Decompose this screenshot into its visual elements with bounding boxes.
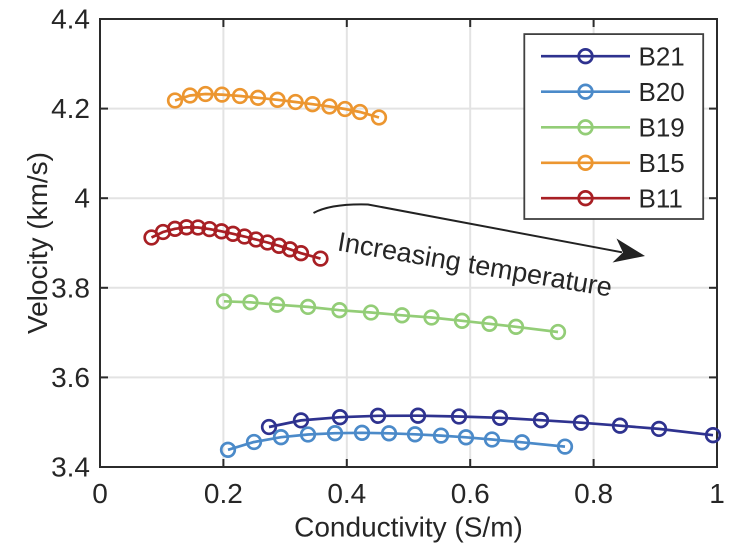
svg-text:0.4: 0.4: [327, 478, 366, 509]
svg-text:B21: B21: [639, 42, 685, 72]
svg-text:Conductivity (S/m): Conductivity (S/m): [294, 512, 523, 543]
svg-text:B19: B19: [639, 113, 685, 143]
svg-text:B15: B15: [639, 148, 685, 178]
svg-text:Velocity (km/s): Velocity (km/s): [22, 152, 53, 334]
svg-text:0.6: 0.6: [451, 478, 490, 509]
svg-text:4.2: 4.2: [51, 93, 90, 124]
svg-text:0.2: 0.2: [204, 478, 243, 509]
svg-text:3.8: 3.8: [51, 272, 90, 303]
svg-text:3.4: 3.4: [51, 452, 90, 483]
svg-text:1: 1: [709, 478, 725, 509]
svg-text:4.4: 4.4: [51, 4, 90, 35]
svg-text:3.6: 3.6: [51, 362, 90, 393]
svg-text:0.8: 0.8: [574, 478, 613, 509]
svg-text:B11: B11: [639, 184, 683, 214]
svg-text:0: 0: [92, 478, 108, 509]
svg-text:B20: B20: [639, 77, 685, 107]
svg-text:4: 4: [74, 183, 90, 214]
